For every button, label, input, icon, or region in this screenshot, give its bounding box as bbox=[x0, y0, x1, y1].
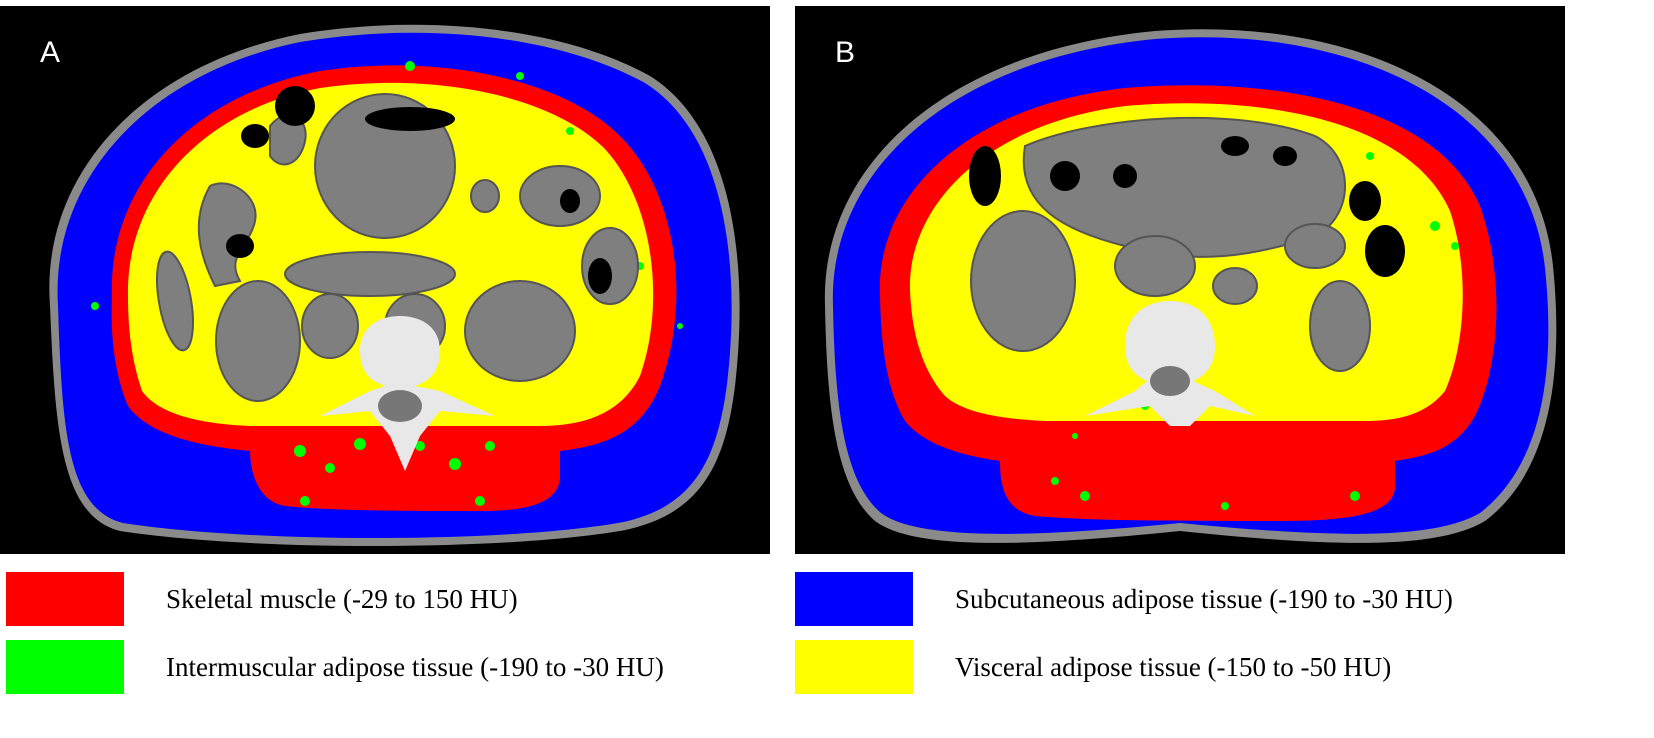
panel-label-b: B bbox=[835, 36, 856, 69]
legend-label: Visceral adipose tissue (-150 to -50 HU) bbox=[955, 652, 1392, 682]
legend-item-skeletal-muscle: Skeletal muscle (-29 to 150 HU) bbox=[6, 572, 796, 632]
ct-panel-a: A bbox=[0, 6, 770, 554]
legend-item-subcutaneous: Subcutaneous adipose tissue (-190 to -30… bbox=[795, 572, 1645, 632]
legend-swatch-red bbox=[6, 572, 124, 626]
legend-label: Skeletal muscle (-29 to 150 HU) bbox=[166, 584, 518, 614]
legend-item-intermuscular: Intermuscular adipose tissue (-190 to -3… bbox=[6, 640, 796, 700]
legend-swatch-green bbox=[6, 640, 124, 694]
legend: Skeletal muscle (-29 to 150 HU) Intermus… bbox=[0, 558, 1654, 738]
legend-label: Subcutaneous adipose tissue (-190 to -30… bbox=[955, 584, 1453, 614]
ct-segmentation-image-b bbox=[824, 29, 1557, 543]
ct-panel-b: B bbox=[795, 6, 1565, 554]
legend-swatch-yellow bbox=[795, 640, 913, 694]
legend-item-visceral: Visceral adipose tissue (-150 to -50 HU) bbox=[795, 640, 1645, 700]
legend-swatch-blue bbox=[795, 572, 913, 626]
legend-label: Intermuscular adipose tissue (-190 to -3… bbox=[166, 652, 664, 682]
panel-label-a: A bbox=[40, 36, 61, 69]
ct-segmentation-image-a bbox=[49, 24, 740, 547]
